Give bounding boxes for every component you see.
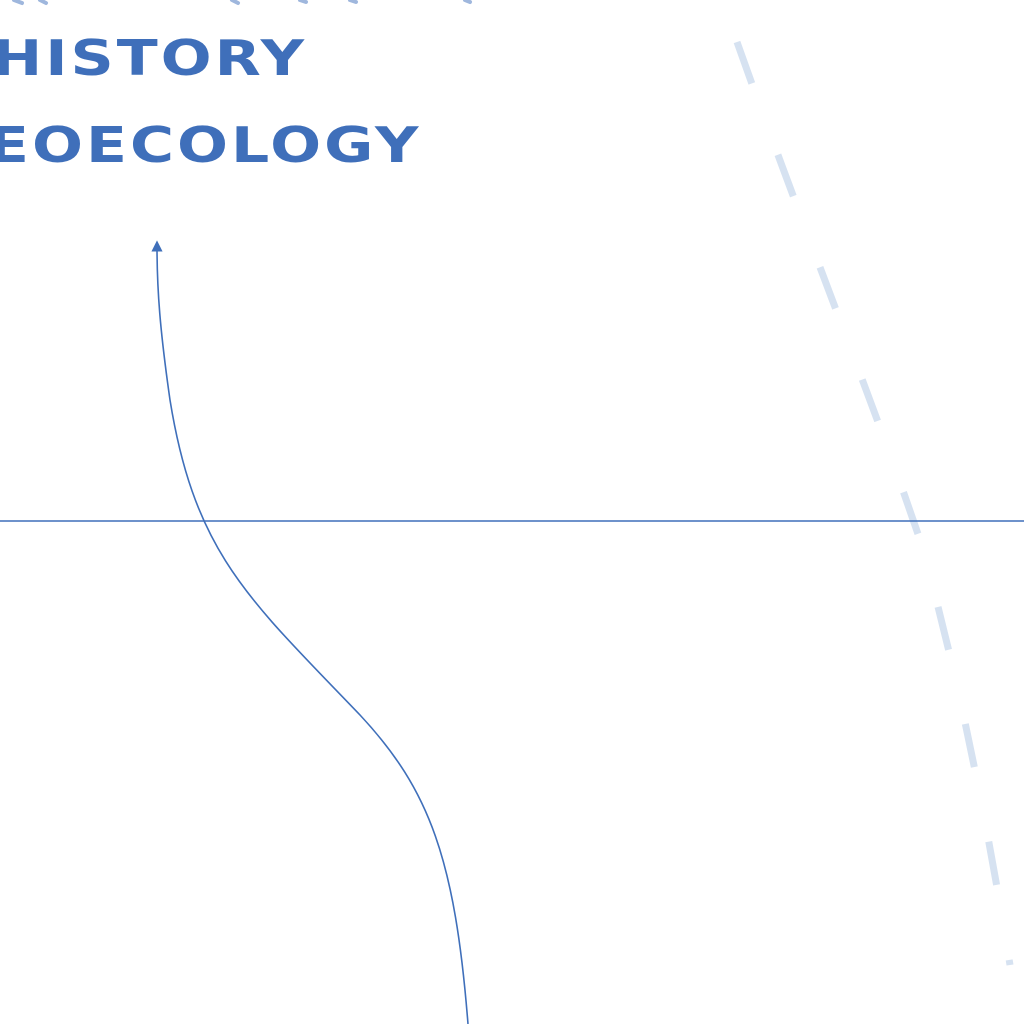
dashed-boundary-line [733, 40, 1014, 966]
curved-arrow [151, 240, 469, 1024]
label-line-2: EOECOLOGY [0, 116, 422, 175]
label-line-1: HISTORY [0, 29, 308, 88]
top-edge-marks [12, 0, 472, 5]
